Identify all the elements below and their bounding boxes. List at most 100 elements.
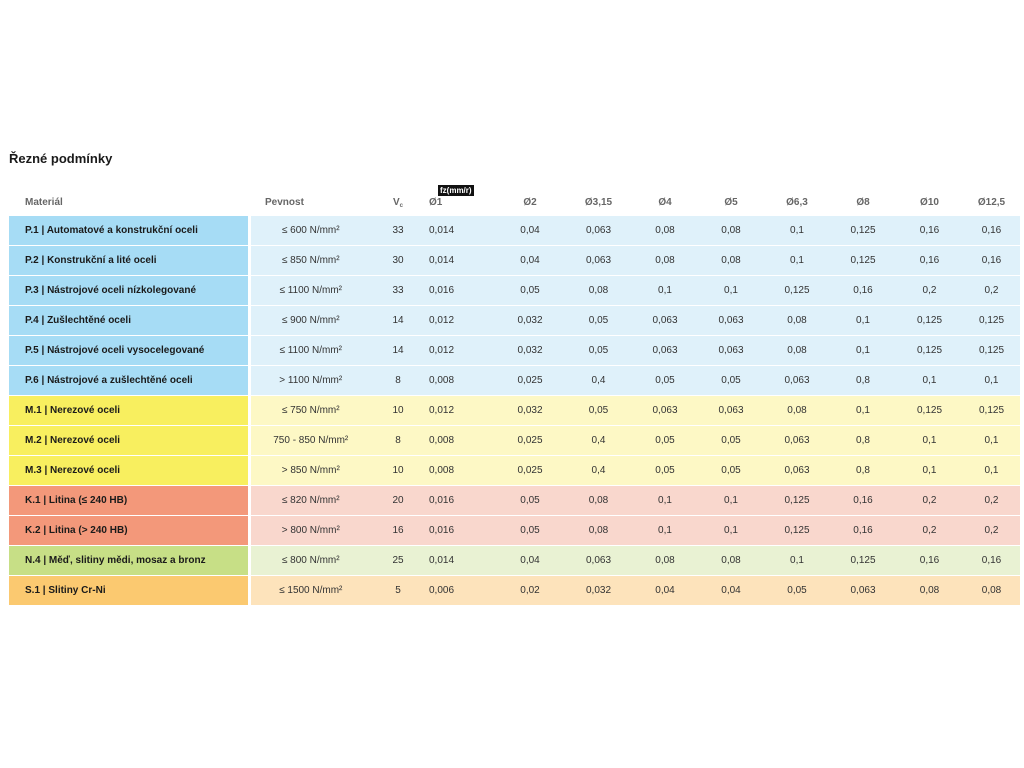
pevnost-cell: ≤ 800 N/mm² xyxy=(249,545,371,576)
feed-value-cell: 0,2 xyxy=(896,485,963,516)
header-diameter: Ø12,5 xyxy=(977,197,1006,208)
material-cell: K.2 | Litina (> 240 HB) xyxy=(9,515,251,546)
pevnost-cell: ≤ 1100 N/mm² xyxy=(249,335,371,366)
vc-cell: 20 xyxy=(371,485,425,516)
feed-value-cell: 0,8 xyxy=(830,365,896,396)
feed-value-cell: 0,125 xyxy=(896,305,963,336)
header-diameter: Ø8 xyxy=(856,197,870,208)
feed-value-cell: 0,4 xyxy=(565,425,632,456)
feed-value-cell: 0,063 xyxy=(764,425,830,456)
table-row: M.2 | Nerezové oceli 750 - 850 N/mm² 8 0,00… xyxy=(9,425,1020,456)
feed-value-cell: 0,032 xyxy=(495,335,565,366)
feed-value-cell: 0,05 xyxy=(632,455,698,486)
feed-value-cell: 0,1 xyxy=(632,275,698,306)
feed-value-cell: 0,032 xyxy=(565,575,632,606)
feed-value-cell: 0,08 xyxy=(764,395,830,426)
feed-value-cell: 0,04 xyxy=(495,245,565,276)
feed-value-cell: 0,16 xyxy=(830,275,896,306)
feed-value-cell: 0,05 xyxy=(495,515,565,546)
header-diameter: Ø10 xyxy=(920,197,939,208)
header-vc-subscript: c xyxy=(399,202,403,209)
vc-cell: 8 xyxy=(371,365,425,396)
feed-value-cell: 0,08 xyxy=(764,335,830,366)
feed-value-cell: 0,1 xyxy=(830,395,896,426)
header-vc-label: V xyxy=(392,196,400,208)
feed-value-cell: 0,063 xyxy=(565,545,632,576)
feed-value-cell: 0,08 xyxy=(698,215,764,246)
pevnost-cell: ≤ 820 N/mm² xyxy=(249,485,371,516)
table-body: P.1 | Automatové a konstrukční oceli ≤ 60… xyxy=(9,215,1020,606)
vc-cell: 10 xyxy=(371,455,425,486)
fz-label: fz(mm/r) xyxy=(438,185,474,196)
feed-value-cell: 0,05 xyxy=(698,455,764,486)
feed-value-cell: 0,8 xyxy=(830,455,896,486)
table-row: M.3 | Nerezové oceli > 850 N/mm² 10 0,008 0,… xyxy=(9,455,1020,486)
feed-value-cell: 0,032 xyxy=(495,305,565,336)
feed-value-cell: 0,006 xyxy=(425,575,495,606)
feed-value-cell: 0,8 xyxy=(830,425,896,456)
header-row: Materiál Pevnost Vc Ø1 Ø2 Ø3,15 Ø4 Ø5 Ø6… xyxy=(9,190,1020,216)
feed-value-cell: 0,04 xyxy=(495,545,565,576)
feed-value-cell: 0,1 xyxy=(764,545,830,576)
feed-value-cell: 0,05 xyxy=(565,305,632,336)
material-cell: P.3 | Nástrojové oceli nízkolegované xyxy=(9,275,251,306)
feed-value-cell: 0,08 xyxy=(963,575,1020,606)
table-row: P.3 | Nástrojové oceli nízkolegované ≤ 11… xyxy=(9,275,1020,306)
feed-value-cell: 0,05 xyxy=(632,425,698,456)
pevnost-cell: ≤ 900 N/mm² xyxy=(249,305,371,336)
material-cell: P.6 | Nástrojové a zušlechtěné oceli xyxy=(9,365,251,396)
feed-value-cell: 0,05 xyxy=(565,335,632,366)
feed-value-cell: 0,1 xyxy=(698,275,764,306)
feed-value-cell: 0,125 xyxy=(764,515,830,546)
feed-value-cell: 0,05 xyxy=(495,485,565,516)
feed-value-cell: 0,125 xyxy=(830,245,896,276)
feed-value-cell: 0,16 xyxy=(963,245,1020,276)
feed-value-cell: 0,08 xyxy=(698,245,764,276)
header-pevnost: Pevnost xyxy=(265,197,304,208)
pevnost-cell: > 1100 N/mm² xyxy=(249,365,371,396)
material-cell: K.1 | Litina (≤ 240 HB) xyxy=(9,485,251,516)
feed-value-cell: 0,063 xyxy=(565,245,632,276)
feed-value-cell: 0,04 xyxy=(698,575,764,606)
feed-value-cell: 0,1 xyxy=(896,425,963,456)
header-diameter: Ø6,3 xyxy=(786,197,808,208)
feed-value-cell: 0,05 xyxy=(495,275,565,306)
page-title: Řezné podmínky xyxy=(9,151,113,166)
material-cell: P.1 | Automatové a konstrukční oceli xyxy=(9,215,251,246)
pevnost-cell: ≤ 750 N/mm² xyxy=(249,395,371,426)
feed-value-cell: 0,16 xyxy=(963,215,1020,246)
material-cell: P.5 | Nástrojové oceli vysocelegované xyxy=(9,335,251,366)
vc-cell: 5 xyxy=(371,575,425,606)
feed-value-cell: 0,16 xyxy=(896,215,963,246)
feed-value-cell: 0,1 xyxy=(896,365,963,396)
feed-value-cell: 0,012 xyxy=(425,395,495,426)
feed-value-cell: 0,025 xyxy=(495,455,565,486)
feed-value-cell: 0,08 xyxy=(565,515,632,546)
pevnost-cell: > 800 N/mm² xyxy=(249,515,371,546)
feed-value-cell: 0,2 xyxy=(963,275,1020,306)
feed-value-cell: 0,125 xyxy=(764,485,830,516)
table-row: S.1 | Slitiny Cr-Ni ≤ 1500 N/mm² 5 0,006 0,0… xyxy=(9,575,1020,606)
feed-value-cell: 0,008 xyxy=(425,365,495,396)
header-material: Materiál xyxy=(25,197,63,208)
feed-value-cell: 0,1 xyxy=(632,515,698,546)
material-cell: M.3 | Nerezové oceli xyxy=(9,455,251,486)
feed-value-cell: 0,016 xyxy=(425,515,495,546)
feed-value-cell: 0,063 xyxy=(565,215,632,246)
feed-value-cell: 0,025 xyxy=(495,425,565,456)
feed-value-cell: 0,05 xyxy=(565,395,632,426)
pevnost-cell: ≤ 600 N/mm² xyxy=(249,215,371,246)
feed-value-cell: 0,04 xyxy=(632,575,698,606)
feed-value-cell: 0,1 xyxy=(963,455,1020,486)
feed-value-cell: 0,08 xyxy=(565,275,632,306)
material-cell: M.2 | Nerezové oceli xyxy=(9,425,251,456)
vc-cell: 30 xyxy=(371,245,425,276)
table-row: P.5 | Nástrojové oceli vysocelegované ≤ 1… xyxy=(9,335,1020,366)
feed-value-cell: 0,125 xyxy=(896,395,963,426)
pevnost-cell: 750 - 850 N/mm² xyxy=(249,425,371,456)
header-diameter: Ø4 xyxy=(658,197,672,208)
material-cell: P.4 | Zušlechtěné oceli xyxy=(9,305,251,336)
feed-value-cell: 0,012 xyxy=(425,305,495,336)
feed-value-cell: 0,08 xyxy=(698,545,764,576)
pevnost-cell: ≤ 1500 N/mm² xyxy=(249,575,371,606)
